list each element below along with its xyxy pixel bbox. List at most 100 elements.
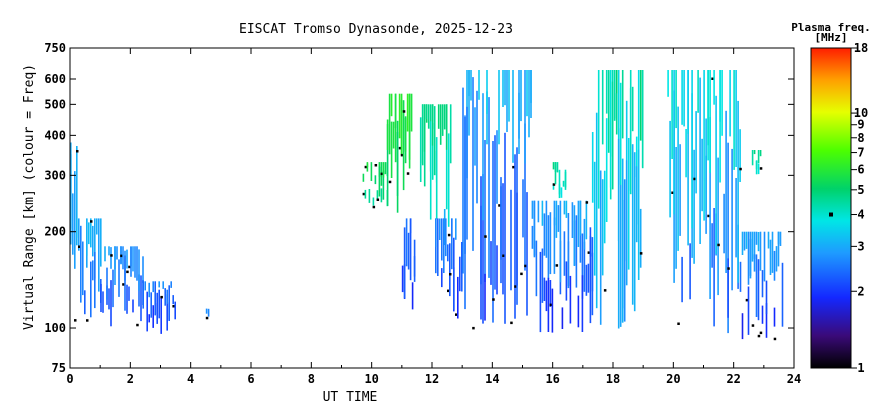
echo-mark <box>777 231 780 267</box>
echo-mark <box>609 70 612 188</box>
echo-mark <box>601 70 604 145</box>
echo-mark <box>731 148 733 291</box>
echo-mark <box>160 296 162 334</box>
echo-mark <box>524 70 526 164</box>
echo-mark <box>667 70 669 97</box>
echo-mark <box>639 70 642 141</box>
x-tick-label: 6 <box>247 372 254 386</box>
echo-mark <box>421 104 424 166</box>
echo-mark <box>589 227 592 324</box>
echo-mark <box>502 183 504 295</box>
echo-mark <box>557 205 560 232</box>
echo-mark <box>142 256 144 283</box>
echo-mark <box>402 100 405 191</box>
x-axis-label: UT TIME <box>323 390 378 405</box>
echo-mark <box>92 225 94 257</box>
echo-mark <box>537 200 540 223</box>
echo-mark <box>152 281 154 293</box>
echo-mark <box>563 200 566 215</box>
x-tick-label: 0 <box>66 372 73 386</box>
echo-mark <box>711 223 713 268</box>
echo-mark <box>445 218 447 257</box>
echo-mark <box>451 218 453 270</box>
echo-mark <box>425 104 428 120</box>
echo-mark <box>504 132 506 324</box>
echo-mark <box>406 93 409 132</box>
trace-point <box>759 331 763 335</box>
echo-mark <box>727 258 729 318</box>
trace-point <box>76 150 79 153</box>
echo-mark <box>749 231 752 276</box>
echo-block <box>142 281 176 334</box>
echo-mark <box>518 70 520 139</box>
echo-mark <box>753 231 756 259</box>
echo-mark <box>593 161 596 276</box>
echo-mark <box>504 70 506 106</box>
echo-mark <box>368 189 371 203</box>
echo-mark <box>461 242 463 292</box>
echo-mark <box>597 70 600 209</box>
echo-mark <box>500 177 502 260</box>
y-tick-label: 600 <box>44 72 66 86</box>
echo-mark <box>510 189 512 291</box>
echo-mark <box>443 218 445 273</box>
echo-mark <box>370 162 373 181</box>
trace-point <box>90 220 93 223</box>
echo-mark <box>94 252 96 309</box>
trace-point <box>205 316 209 320</box>
echo-mark <box>427 104 430 129</box>
echo-mark <box>625 160 628 286</box>
trace-point <box>671 191 674 194</box>
echo-block <box>552 162 567 199</box>
echo-block <box>667 70 742 334</box>
echo-mark <box>205 308 208 314</box>
echo-mark <box>122 246 124 270</box>
echo-mark <box>713 208 715 327</box>
echo-mark <box>637 70 640 225</box>
echo-mark <box>761 270 764 298</box>
echo-mark <box>739 261 742 292</box>
echo-mark <box>705 118 707 212</box>
echo-mark <box>619 128 622 327</box>
echo-mark <box>747 286 750 335</box>
echo-block <box>401 218 416 310</box>
trace-point <box>372 205 376 209</box>
y-axis-label: Virtual Range [km] (colour = Freq) <box>22 64 37 330</box>
echo-mark <box>709 117 711 299</box>
x-tick-label: 16 <box>545 372 559 386</box>
echo-mark <box>535 240 538 297</box>
echo-mark <box>781 262 784 327</box>
echo-mark <box>94 218 96 279</box>
trace-point <box>639 252 643 255</box>
echo-mark <box>453 237 455 310</box>
x-tick-label: 12 <box>425 372 439 386</box>
echo-mark <box>148 282 150 298</box>
echo-mark <box>565 261 568 301</box>
echo-mark <box>541 248 544 303</box>
echo-mark <box>443 104 446 130</box>
echo-mark <box>472 77 474 251</box>
echo-mark <box>136 246 138 281</box>
trace-point <box>172 305 175 308</box>
echo-block <box>362 162 389 209</box>
trace-point <box>136 323 139 327</box>
trace-point <box>759 167 763 170</box>
trace-point <box>727 267 730 270</box>
echo-mark <box>564 171 567 190</box>
trace-point <box>773 337 777 341</box>
colorbar-tick-label: 18 <box>854 41 868 55</box>
trace-point <box>78 245 81 248</box>
echo-mark <box>508 70 510 122</box>
echo-mark <box>719 70 721 183</box>
echo-mark <box>158 289 160 319</box>
echo-mark <box>462 87 464 274</box>
echo-mark <box>124 255 126 311</box>
echo-mark <box>729 70 731 137</box>
trace-point <box>693 177 696 181</box>
trace-point <box>126 270 129 274</box>
echo-mark <box>543 277 546 301</box>
x-tick-label: 24 <box>787 372 801 386</box>
echo-mark <box>128 286 130 301</box>
echo-mark <box>435 137 438 219</box>
trace-point <box>364 165 368 169</box>
